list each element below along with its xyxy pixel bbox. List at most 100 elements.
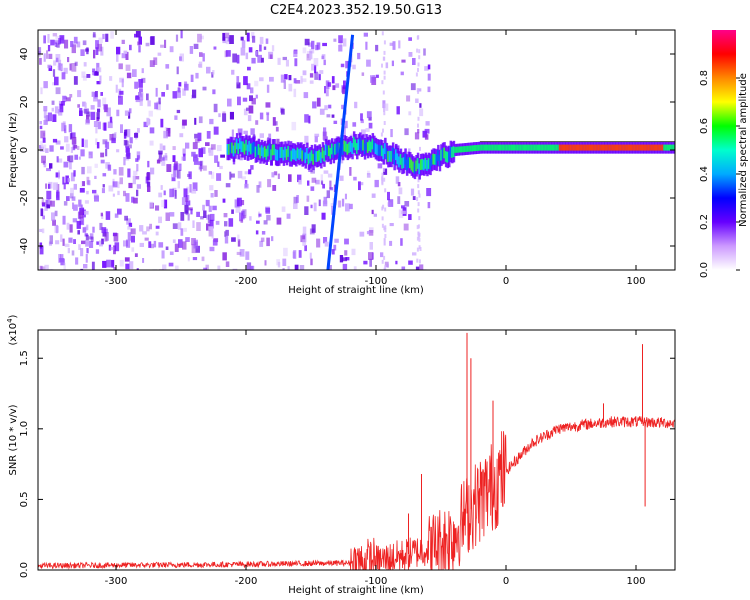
band-inner: [359, 137, 362, 149]
y-tick-label: -20: [19, 190, 30, 206]
spectrogram-cell: [134, 132, 139, 138]
spectrogram-cell: [86, 111, 91, 117]
band-inner: [249, 143, 253, 155]
band-inner: [554, 144, 557, 151]
spectrogram-cell: [45, 199, 49, 208]
spectrogram-cell: [210, 171, 215, 179]
spectrogram-cell: [227, 98, 232, 107]
band-inner: [543, 144, 546, 151]
spectrogram-cell: [127, 226, 131, 230]
spectrogram-cell: [273, 171, 278, 176]
spectrogram-cell: [56, 43, 60, 48]
spectrogram-cell: [123, 157, 126, 166]
band-inner: [237, 143, 240, 154]
spectrogram-cell: [387, 191, 390, 201]
band-inner: [508, 144, 512, 151]
spectrogram-cell: [224, 235, 229, 244]
band-inner: [519, 144, 523, 151]
band-inner: [251, 142, 254, 154]
spectrogram-cell: [55, 224, 58, 234]
spectrogram-cell: [78, 212, 83, 219]
spectrogram-cell: [39, 245, 44, 255]
spectrogram-cell: [124, 110, 130, 116]
spectrogram-cell: [114, 242, 120, 252]
spectrogram-cell: [265, 102, 271, 108]
colorbar-tick-label: 0.0: [699, 262, 710, 278]
spectrogram-cell: [277, 57, 281, 65]
spectrogram-cell: [260, 237, 265, 242]
spectrogram-cell: [310, 258, 313, 266]
spectrogram-cell: [408, 111, 412, 116]
band-inner: [331, 143, 334, 155]
spectrogram-cell: [209, 219, 214, 229]
spectrogram-cell: [41, 144, 47, 152]
spectrogram-cell: [67, 155, 70, 162]
band-inner: [477, 144, 481, 151]
spectrogram-cell: [39, 57, 42, 65]
spectrogram-cell: [56, 156, 59, 163]
spectrogram-cell: [225, 32, 230, 39]
spectrogram-cell: [300, 235, 305, 243]
spectrogram-cell: [57, 158, 63, 163]
spectrogram-cell: [418, 259, 421, 264]
spectrogram-cell: [136, 189, 139, 197]
spectrogram-cell: [88, 154, 92, 158]
spectrogram-cell: [198, 61, 203, 68]
spectrogram-cell: [44, 264, 49, 270]
spectrogram-cell: [382, 128, 384, 133]
spectrogram-cell: [82, 40, 87, 46]
spectrogram-cell: [69, 63, 72, 71]
spectrogram-cell: [155, 87, 158, 97]
spectrogram-cell: [77, 230, 80, 235]
spectrogram-cell: [95, 40, 99, 49]
spectrogram-cell: [211, 230, 214, 239]
spectrogram-cell: [54, 210, 58, 217]
spectrogram-cell: [80, 268, 84, 270]
spectrogram-cell: [63, 67, 68, 74]
spectrogram-cell: [271, 172, 275, 178]
spectrogram-cell: [412, 252, 417, 256]
spectrogram-cell: [250, 265, 255, 270]
spectrogram-cell: [178, 82, 182, 87]
spectrogram-cell: [85, 234, 89, 241]
spectrogram-cell: [155, 205, 160, 211]
spectrogram-cell: [277, 173, 280, 179]
spectrogram-cell: [419, 264, 424, 270]
spectrogram-cell: [249, 216, 252, 221]
spectrogram-cell: [86, 114, 90, 123]
spectrogram-cell: [40, 146, 44, 152]
spectrogram-cell: [158, 216, 162, 224]
band-inner: [507, 144, 510, 151]
spectrogram-cell: [100, 92, 103, 96]
spectrogram-cell: [113, 233, 119, 242]
spectrogram-cell: [332, 85, 336, 91]
spectrogram-cell: [280, 108, 285, 115]
band-inner: [600, 144, 604, 151]
spectrogram-cell: [216, 173, 222, 181]
band-inner: [586, 144, 590, 151]
band-inner: [421, 158, 424, 170]
spectrogram-cell: [92, 68, 96, 73]
spectrogram-cell: [309, 51, 313, 60]
spectrogram-cell: [160, 44, 164, 48]
spectrogram-cell: [358, 181, 361, 191]
band-inner: [496, 144, 499, 151]
band-inner: [479, 144, 482, 151]
band-inner: [471, 145, 474, 152]
spectrogram-cell: [334, 238, 339, 243]
spectrogram-cell: [400, 238, 403, 246]
spectrogram-cell: [132, 69, 137, 77]
spectrogram-cell: [383, 56, 386, 61]
spectrogram-cell: [164, 39, 167, 48]
band-inner: [488, 144, 492, 151]
spectrogram-cell: [82, 101, 86, 107]
spectrogram-cell: [62, 238, 65, 246]
spectrogram-cell: [187, 257, 190, 262]
spectrogram-cell: [239, 249, 245, 257]
spectrogram-cell: [54, 106, 59, 114]
spectrogram-cell: [185, 200, 191, 206]
band-inner: [382, 148, 385, 160]
spectrogram-cell: [67, 247, 70, 254]
spectrogram-cell: [176, 169, 181, 179]
spectrogram-cell: [245, 52, 249, 60]
